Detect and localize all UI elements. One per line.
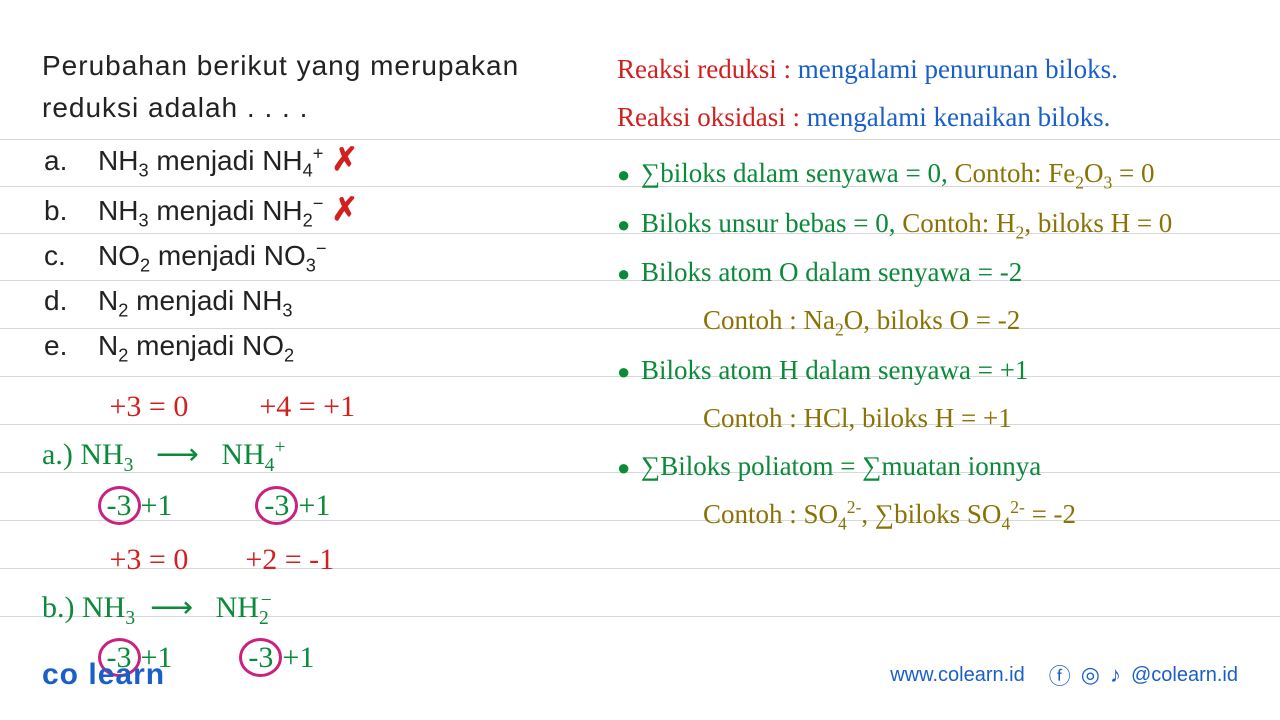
work-b-top: +3 = 0 +2 = -1 (42, 536, 597, 584)
work-a-topleft: +3 = 0 (110, 390, 189, 423)
footer-url: www.colearn.id (890, 664, 1025, 687)
rule-5-ex: Contoh : Na2O, biloks O = -2 (617, 296, 1252, 346)
x-mark-icon: ✗ (331, 185, 358, 233)
rule-6-ex: Contoh : HCl, biloks H = +1 (617, 394, 1252, 442)
options-list: a. NH3 menjadi NH4+ ✗ b. NH3 menjadi NH2… (42, 135, 597, 369)
rule-3b: Contoh: Fe2O3 = 0 (954, 158, 1154, 188)
rule-5: ● Biloks atom O dalam senyawa = -2 (617, 248, 1252, 296)
work-b-right: NH2− (216, 591, 272, 624)
work-b-label: b.) (42, 591, 75, 624)
rule-7a: ∑Biloks poliatom = ∑muatan ionnya (641, 451, 1041, 481)
rule-4: ● Biloks unsur bebas = 0, Contoh: H2, bi… (617, 199, 1252, 249)
work-a-topright: +4 = +1 (259, 390, 355, 423)
option-c: c. NO2 menjadi NO3− (42, 235, 597, 280)
rule-3: ● ∑biloks dalam senyawa = 0, Contoh: Fe2… (617, 149, 1252, 199)
footer-handle: @colearn.id (1131, 664, 1238, 687)
option-d-text: N2 menjadi NH3 (98, 280, 293, 325)
bullet-icon: ● (617, 212, 630, 237)
bullet-icon: ● (617, 261, 630, 286)
rule-1b: mengalami penurunan biloks. (798, 54, 1118, 84)
work-a-left: NH3 (80, 438, 133, 471)
bullet-icon: ● (617, 359, 630, 384)
right-column: Reaksi reduksi : mengalami penurunan bil… (597, 45, 1252, 720)
option-c-text: NO2 menjadi NO3− (98, 235, 327, 280)
work-a-bl-after: +1 (141, 489, 173, 522)
rule-1: Reaksi reduksi : mengalami penurunan bil… (617, 45, 1252, 93)
rule-7ex-text: Contoh : SO42-, ∑biloks SO42- = -2 (703, 499, 1076, 529)
option-b-letter: b. (42, 190, 98, 232)
option-e-letter: e. (42, 325, 98, 367)
work-b-eq: b.) NH3 ⟶ NH2− (42, 584, 597, 634)
work-a-label: a.) (42, 438, 73, 471)
rule-5a: Biloks atom O dalam senyawa = -2 (641, 257, 1022, 287)
logo-part1: co (42, 658, 79, 691)
work-a-bl-circ: -3 (98, 486, 141, 525)
rule-4a: Biloks unsur bebas = 0, (641, 208, 895, 238)
question-text: Perubahan berikut yang merupakan reduksi… (42, 45, 597, 129)
option-e-text: N2 menjadi NO2 (98, 325, 294, 370)
bullet-icon: ● (617, 162, 630, 187)
option-b-text: NH3 menjadi NH2− (98, 190, 323, 235)
rule-2a: Reaksi oksidasi : (617, 102, 800, 132)
rule-2: Reaksi oksidasi : mengalami kenaikan bil… (617, 93, 1252, 141)
footer: co learn www.colearn.id ⓕ ◎ ♪ @colearn.i… (0, 658, 1280, 692)
rule-7-ex: Contoh : SO42-, ∑biloks SO42- = -2 (617, 490, 1252, 540)
logo-part2: learn (88, 658, 165, 691)
option-d: d. N2 menjadi NH3 (42, 280, 597, 325)
option-a-text: NH3 menjadi NH4+ (98, 140, 323, 185)
rule-6: ● Biloks atom H dalam senyawa = +1 (617, 346, 1252, 394)
rule-6a: Biloks atom H dalam senyawa = +1 (641, 355, 1028, 385)
rule-3a: ∑biloks dalam senyawa = 0, (641, 158, 948, 188)
work-a-br-after: +1 (298, 489, 330, 522)
arrow-icon: ⟶ (141, 438, 214, 471)
footer-right: www.colearn.id ⓕ ◎ ♪ @colearn.id (890, 659, 1238, 691)
option-c-letter: c. (42, 235, 98, 277)
work-a-br-circ: -3 (255, 486, 298, 525)
left-column: Perubahan berikut yang merupakan reduksi… (42, 45, 597, 720)
work-b-topleft: +3 = 0 (110, 543, 189, 576)
work-area: +3 = 0 +4 = +1 a.) NH3 ⟶ NH4+ -3+1 -3+1 … (42, 383, 597, 681)
rule-4b: Contoh: H2, biloks H = 0 (902, 208, 1172, 238)
rule-5ex-text: Contoh : Na2O, biloks O = -2 (703, 305, 1020, 335)
rule-7: ● ∑Biloks poliatom = ∑muatan ionnya (617, 442, 1252, 490)
work-b-left: NH3 (82, 591, 135, 624)
work-b-topright: +2 = -1 (245, 543, 334, 576)
rule-1a: Reaksi reduksi : (617, 54, 791, 84)
facebook-icon: ⓕ (1049, 659, 1071, 691)
option-d-letter: d. (42, 280, 98, 322)
option-e: e. N2 menjadi NO2 (42, 325, 597, 370)
arrow-icon: ⟶ (143, 591, 209, 624)
x-mark-icon: ✗ (331, 135, 358, 183)
instagram-icon: ◎ (1081, 662, 1100, 688)
option-b: b. NH3 menjadi NH2− ✗ (42, 185, 597, 235)
work-a-bottom: -3+1 -3+1 (42, 482, 597, 530)
option-a-letter: a. (42, 140, 98, 182)
work-a-top: +3 = 0 +4 = +1 (42, 383, 597, 431)
colearn-logo: co learn (42, 658, 165, 692)
option-a: a. NH3 menjadi NH4+ ✗ (42, 135, 597, 185)
question-line2: reduksi adalah . . . . (42, 92, 308, 123)
rule-6ex-text: Contoh : HCl, biloks H = +1 (703, 403, 1012, 433)
tiktok-icon: ♪ (1110, 662, 1121, 688)
bullet-icon: ● (617, 455, 630, 480)
work-a-right: NH4+ (221, 438, 285, 471)
question-line1: Perubahan berikut yang merupakan (42, 50, 519, 81)
rule-2b: mengalami kenaikan biloks. (807, 102, 1111, 132)
work-a-eq: a.) NH3 ⟶ NH4+ (42, 431, 597, 481)
